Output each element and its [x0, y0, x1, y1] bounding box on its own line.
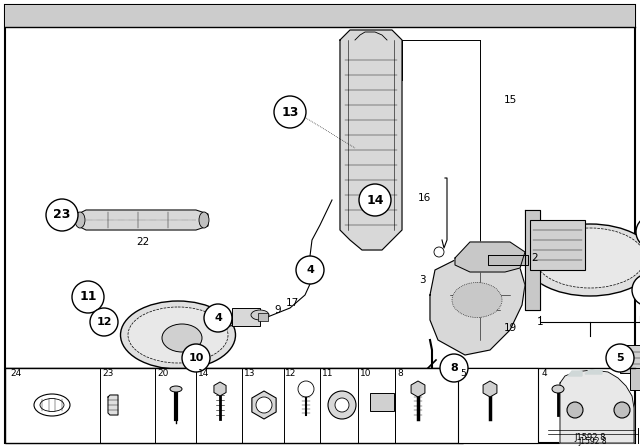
Circle shape	[614, 402, 630, 418]
Circle shape	[274, 96, 306, 128]
Text: 24: 24	[10, 369, 21, 378]
Ellipse shape	[40, 399, 64, 412]
Text: 17: 17	[285, 298, 299, 308]
Text: 4: 4	[214, 313, 222, 323]
Ellipse shape	[128, 307, 228, 363]
Ellipse shape	[535, 228, 640, 288]
Text: 8: 8	[397, 369, 403, 378]
Ellipse shape	[199, 212, 209, 228]
Text: 10: 10	[360, 369, 371, 378]
Bar	[258, 313, 268, 321]
Polygon shape	[340, 30, 402, 250]
Bar	[530, 220, 585, 270]
Circle shape	[434, 247, 444, 257]
Text: 3: 3	[419, 275, 426, 285]
Text: 13: 13	[244, 369, 255, 378]
Text: 2: 2	[532, 253, 538, 263]
Text: 20: 20	[157, 369, 168, 378]
Ellipse shape	[452, 283, 502, 318]
Text: 14: 14	[366, 194, 384, 207]
Text: J1592 8: J1592 8	[574, 434, 605, 443]
Bar	[458, 368, 538, 443]
Text: 10: 10	[188, 353, 204, 363]
Text: 12: 12	[96, 317, 112, 327]
Text: 1: 1	[537, 317, 543, 327]
Circle shape	[296, 256, 324, 284]
Polygon shape	[568, 371, 582, 376]
Circle shape	[567, 402, 583, 418]
Polygon shape	[585, 370, 602, 374]
Circle shape	[298, 381, 314, 397]
Circle shape	[359, 184, 391, 216]
Text: 14: 14	[198, 369, 209, 378]
Circle shape	[90, 308, 118, 336]
Circle shape	[256, 397, 272, 413]
Text: 16: 16	[417, 193, 431, 203]
Text: 20: 20	[639, 284, 640, 297]
Polygon shape	[78, 210, 208, 230]
Text: 22: 22	[136, 237, 150, 247]
Ellipse shape	[34, 394, 70, 416]
Text: 5: 5	[616, 353, 624, 363]
Text: 4: 4	[542, 369, 548, 378]
Circle shape	[632, 274, 640, 306]
Bar	[620, 345, 640, 373]
Circle shape	[72, 281, 104, 313]
Circle shape	[46, 199, 78, 231]
Text: J1592 8: J1592 8	[579, 436, 607, 445]
Text: 23: 23	[102, 369, 113, 378]
Text: 11: 11	[79, 290, 97, 303]
Circle shape	[636, 216, 640, 248]
Ellipse shape	[120, 301, 236, 369]
Bar	[232, 308, 260, 326]
Ellipse shape	[525, 224, 640, 296]
Polygon shape	[525, 210, 540, 310]
Text: 23: 23	[53, 208, 70, 221]
Bar	[370, 393, 394, 411]
Text: 5: 5	[460, 369, 466, 378]
Bar	[5, 5, 635, 27]
Text: 13: 13	[282, 105, 299, 119]
Text: 8: 8	[450, 363, 458, 373]
Circle shape	[440, 354, 468, 382]
Text: 15: 15	[504, 95, 516, 105]
Text: 4: 4	[306, 265, 314, 275]
Ellipse shape	[75, 212, 85, 228]
Bar	[630, 368, 640, 390]
Text: 12: 12	[285, 369, 296, 378]
Polygon shape	[455, 242, 525, 272]
Ellipse shape	[162, 324, 202, 352]
Ellipse shape	[552, 385, 564, 393]
Circle shape	[182, 344, 210, 372]
Bar	[5, 368, 463, 443]
Text: 11: 11	[322, 369, 333, 378]
Ellipse shape	[170, 386, 182, 392]
Polygon shape	[560, 370, 634, 443]
Polygon shape	[488, 255, 528, 265]
Circle shape	[328, 391, 356, 419]
Ellipse shape	[251, 310, 269, 320]
Circle shape	[335, 398, 349, 412]
Text: 9: 9	[275, 305, 282, 315]
Circle shape	[606, 344, 634, 372]
Polygon shape	[430, 250, 525, 355]
Polygon shape	[108, 395, 118, 415]
Text: 19: 19	[504, 323, 516, 333]
Circle shape	[204, 304, 232, 332]
